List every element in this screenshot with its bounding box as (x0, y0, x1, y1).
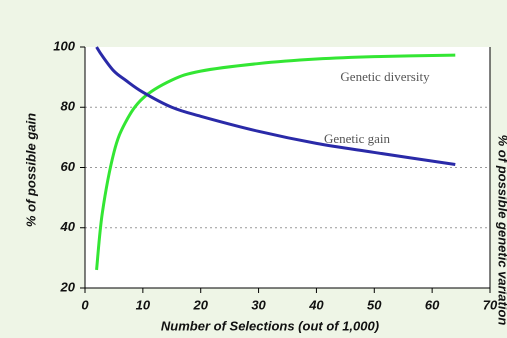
x-tick-label: 40 (308, 297, 324, 312)
line-series (95, 53, 456, 271)
x-tick-label: 20 (192, 297, 208, 312)
y-tick-label: 80 (61, 99, 76, 114)
y2-axis-label: % of possible genetic variation (496, 135, 507, 326)
line-series (95, 46, 456, 166)
y-axis-label: % of possible gain (23, 113, 38, 227)
x-axis-label: Number of Selections (out of 1,000) (161, 318, 379, 333)
x-tick-label: 0 (81, 297, 89, 312)
y-tick-label: 40 (60, 219, 76, 234)
series-label: Genetic diversity (340, 69, 430, 84)
y-tick-label: 20 (60, 279, 76, 294)
series-label: Genetic gain (324, 131, 391, 146)
y-tick-label: 100 (53, 38, 75, 53)
x-tick-label: 60 (425, 297, 440, 312)
y-tick-label: 60 (61, 159, 76, 174)
x-tick-label: 30 (251, 297, 266, 312)
plot-area (85, 47, 490, 288)
x-tick-label: 50 (367, 297, 382, 312)
x-tick-label: 70 (483, 297, 498, 312)
x-tick-label: 10 (136, 297, 151, 312)
